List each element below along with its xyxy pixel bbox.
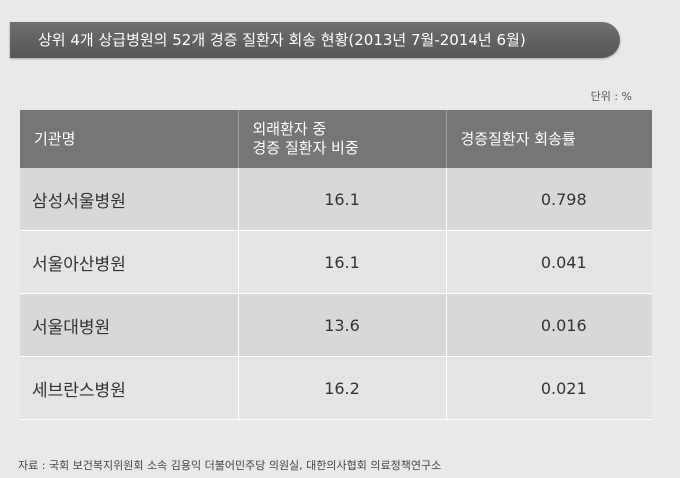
table-row: 서울아산병원 16.1 0.041 [20, 230, 652, 294]
page-title: 상위 4개 상급병원의 52개 경증 질환자 회송 현황(2013년 7월-20… [38, 31, 526, 49]
institution-name: 서울대병원 [20, 293, 239, 357]
data-table: 기관명 외래환자 중 경증 질환자 비중 경증질환자 회송률 삼성서울병원 16… [20, 110, 652, 420]
header-return-rate: 경증질환자 회송률 [446, 110, 652, 168]
institution-name: 삼성서울병원 [20, 168, 239, 231]
header-institution: 기관명 [20, 110, 239, 168]
title-bar: 상위 4개 상급병원의 52개 경증 질환자 회송 현황(2013년 7월-20… [10, 22, 620, 58]
table-header-row: 기관명 외래환자 중 경증 질환자 비중 경증질환자 회송률 [20, 110, 652, 168]
unit-label: 단위 : % [590, 90, 632, 103]
return-rate-value: 0.016 [446, 293, 652, 357]
header-mild-ratio: 외래환자 중 경증 질환자 비중 [238, 110, 447, 168]
mild-ratio-value: 13.6 [238, 293, 447, 357]
table-row: 삼성서울병원 16.1 0.798 [20, 168, 652, 231]
institution-name: 세브란스병원 [20, 356, 239, 420]
mild-ratio-value: 16.1 [238, 230, 447, 294]
mild-ratio-value: 16.2 [238, 356, 447, 420]
return-rate-value: 0.021 [446, 356, 652, 420]
mild-ratio-value: 16.1 [238, 168, 447, 231]
source-note: 자료 : 국회 보건복지위원회 소속 김용익 더불어민주당 의원실, 대한의사협… [18, 459, 442, 472]
institution-name: 서울아산병원 [20, 230, 239, 294]
return-rate-value: 0.798 [446, 168, 652, 231]
return-rate-value: 0.041 [446, 230, 652, 294]
table-row: 세브란스병원 16.2 0.021 [20, 356, 652, 420]
table-row: 서울대병원 13.6 0.016 [20, 293, 652, 357]
